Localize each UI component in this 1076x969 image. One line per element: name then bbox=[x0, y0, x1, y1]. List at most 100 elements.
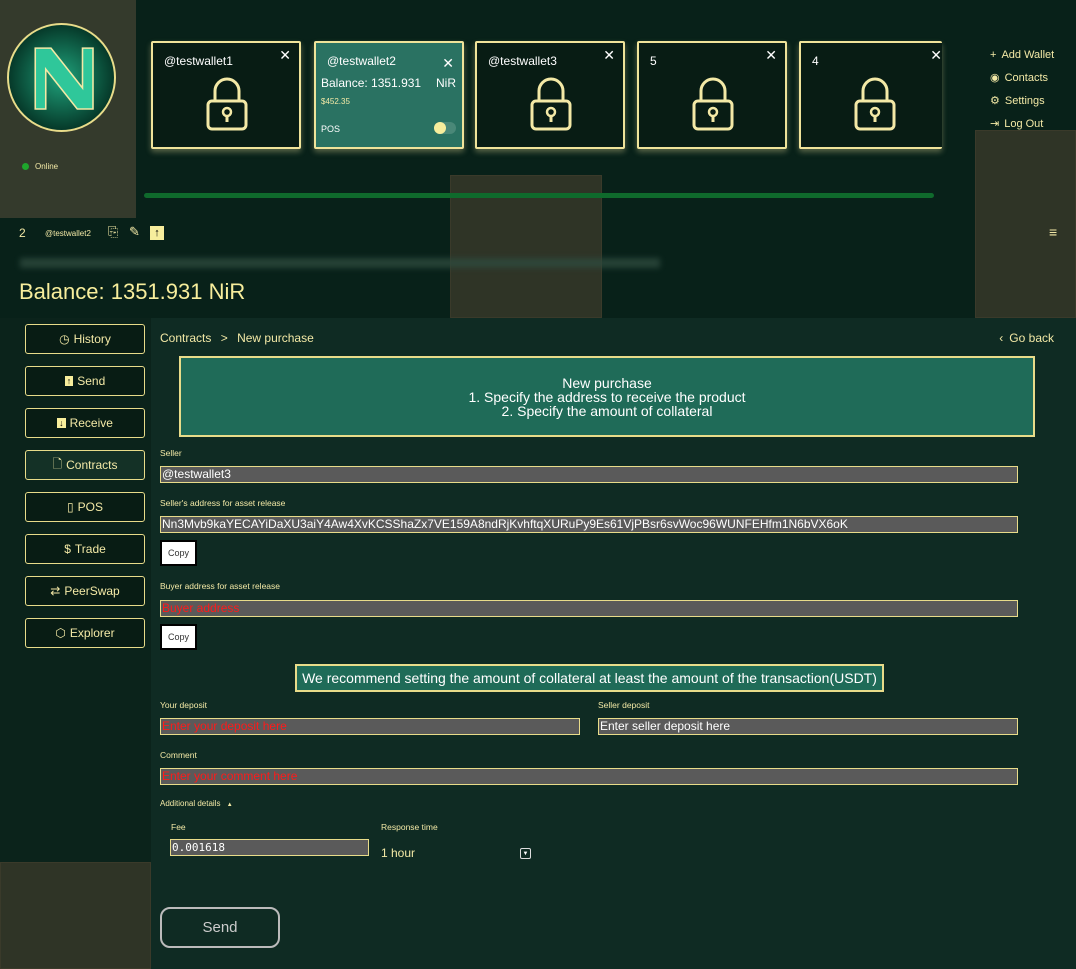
account-index: 2 bbox=[19, 226, 26, 240]
breadcrumb-contracts[interactable]: Contracts bbox=[160, 331, 212, 345]
seller-address-input[interactable]: Nn3Mvb9kaYECAYiDaXU3aiY4Aw4XvKCSShaZx7VE… bbox=[160, 516, 1018, 533]
sidebar-label: Explorer bbox=[69, 626, 115, 640]
seller-label: Seller bbox=[160, 448, 182, 458]
lock-icon bbox=[530, 77, 572, 131]
wallet-card[interactable]: @testwallet3 ✕ bbox=[475, 41, 625, 149]
copy-buyer-address-button[interactable]: Copy bbox=[160, 624, 197, 650]
sidebar-label: Send bbox=[77, 374, 106, 388]
comment-input[interactable]: Enter your comment here bbox=[160, 768, 1018, 785]
settings-label: Settings bbox=[1004, 94, 1045, 107]
dropdown-arrow-icon: ▼ bbox=[520, 848, 531, 859]
banner-line: 2. Specify the amount of collateral bbox=[501, 403, 713, 419]
buyer-address-input[interactable]: Buyer address bbox=[160, 600, 1018, 617]
arrow-down-icon: ↓ bbox=[57, 418, 66, 428]
online-dot-icon bbox=[22, 163, 29, 170]
arrow-up-icon: ↑ bbox=[64, 376, 74, 386]
menu-lines-icon[interactable]: ≡ bbox=[1049, 224, 1058, 240]
response-time-label: Response time bbox=[381, 822, 438, 832]
close-icon[interactable]: ✕ bbox=[765, 47, 777, 63]
go-back-button[interactable]: ‹ Go back bbox=[999, 331, 1054, 345]
fee-label: Fee bbox=[171, 822, 186, 832]
comment-label: Comment bbox=[160, 750, 197, 760]
sidebar-label: POS bbox=[77, 500, 103, 514]
additional-details-label: Additional details bbox=[160, 799, 221, 808]
caret-up-icon: ▲ bbox=[226, 802, 233, 808]
gear-icon: ⚙ bbox=[990, 95, 1000, 107]
background-decoration bbox=[450, 175, 602, 318]
sidebar-label: Receive bbox=[69, 416, 113, 430]
copy-seller-address-button[interactable]: Copy bbox=[160, 540, 197, 566]
contacts-link[interactable]: ◉ Contacts bbox=[990, 66, 1054, 89]
breadcrumb-current: New purchase bbox=[237, 331, 314, 345]
lock-icon bbox=[206, 77, 248, 131]
close-icon[interactable]: ✕ bbox=[603, 47, 615, 63]
fee-input[interactable]: 0.001618 bbox=[170, 839, 369, 856]
sidebar-label: Contracts bbox=[66, 458, 118, 472]
sidebar-label: Trade bbox=[74, 542, 106, 556]
banner-line: 1. Specify the address to receive the pr… bbox=[468, 389, 746, 405]
response-time-select[interactable]: 1 hour ▼ bbox=[381, 846, 531, 862]
sync-progress-bar bbox=[144, 193, 934, 198]
jar-icon: ▯ bbox=[67, 500, 74, 514]
sidebar-trade[interactable]: $ Trade bbox=[25, 534, 145, 564]
sidebar-receive[interactable]: ↓ Receive bbox=[25, 408, 145, 438]
exchange-dollar-icon: $ bbox=[64, 542, 71, 556]
sidebar-explorer[interactable]: ⬡ Explorer bbox=[25, 618, 145, 648]
additional-details-toggle[interactable]: Additional details ▲ bbox=[160, 799, 233, 808]
close-icon[interactable]: ✕ bbox=[279, 47, 291, 63]
sidebar-pos[interactable]: ▯ POS bbox=[25, 492, 145, 522]
send-button[interactable]: Send bbox=[160, 907, 280, 948]
wallet-card-active[interactable]: @testwallet2 ✕ Balance: 1351.931 NiR $452.… bbox=[314, 41, 464, 149]
sidebar-contracts[interactable]: 🗋 Contracts bbox=[25, 450, 145, 480]
sidebar-label: PeerSwap bbox=[64, 584, 120, 598]
add-wallet-label: Add Wallet bbox=[1001, 48, 1055, 61]
go-back-label: Go back bbox=[1009, 331, 1054, 345]
background-decoration bbox=[0, 862, 151, 969]
document-icon: 🗋 bbox=[52, 456, 63, 471]
response-time-value: 1 hour bbox=[381, 846, 416, 860]
upload-icon[interactable]: ↑ bbox=[150, 226, 164, 240]
account-name: @testwallet2 bbox=[45, 229, 91, 238]
close-icon[interactable]: ✕ bbox=[930, 47, 942, 63]
user-circle-icon: ◉ bbox=[990, 72, 1000, 84]
seller-input[interactable]: @testwallet3 bbox=[160, 466, 1018, 483]
wallet-name: @testwallet3 bbox=[488, 54, 557, 68]
buyer-address-label: Buyer address for asset release bbox=[160, 581, 281, 591]
pos-toggle[interactable] bbox=[434, 122, 456, 134]
seller-deposit-label: Seller deposit bbox=[598, 700, 650, 710]
contacts-label: Contacts bbox=[1004, 71, 1049, 84]
settings-link[interactable]: ⚙ Settings bbox=[990, 89, 1054, 112]
banner-title: New purchase bbox=[562, 375, 652, 391]
logout-icon: ⇥ bbox=[990, 118, 1000, 130]
seller-deposit-input[interactable]: Enter seller deposit here bbox=[598, 718, 1018, 735]
close-icon[interactable]: ✕ bbox=[442, 55, 454, 71]
wallet-card[interactable]: 5 ✕ bbox=[637, 41, 787, 149]
copy-icon[interactable]: ⎘ bbox=[108, 224, 119, 239]
info-banner: New purchase 1. Specify the address to r… bbox=[179, 356, 1035, 437]
edit-pencil-icon[interactable]: ✎ bbox=[129, 224, 140, 239]
sidebar-peerswap[interactable]: ⇄ PeerSwap bbox=[25, 576, 145, 606]
breadcrumb-separator: > bbox=[220, 331, 228, 345]
wallet-card[interactable]: 4 ✕ bbox=[799, 41, 942, 149]
wallet-card[interactable]: @testwallet1 ✕ bbox=[151, 41, 301, 149]
sidebar-send[interactable]: ↑ Send bbox=[25, 366, 145, 396]
sidebar-history[interactable]: ◷ History bbox=[25, 324, 145, 354]
blurred-address bbox=[20, 258, 660, 268]
sidebar-label: History bbox=[73, 332, 111, 346]
breadcrumb: Contracts > New purchase bbox=[160, 331, 314, 345]
wallet-name: 5 bbox=[650, 54, 657, 68]
wallet-unit: NiR bbox=[436, 76, 456, 90]
background-decoration bbox=[975, 130, 1076, 318]
seller-address-label: Seller's address for asset release bbox=[160, 498, 286, 508]
pos-label: POS bbox=[321, 124, 341, 134]
clock-icon: ◷ bbox=[59, 332, 70, 346]
add-wallet-link[interactable]: + Add Wallet bbox=[990, 43, 1054, 66]
main-balance: Balance: 1351.931 NiR bbox=[19, 279, 246, 304]
logout-link[interactable]: ⇥ Log Out bbox=[990, 112, 1054, 135]
logout-label: Log Out bbox=[1004, 117, 1044, 130]
wallet-name: @testwallet2 bbox=[327, 54, 396, 68]
your-deposit-input[interactable]: Enter your deposit here bbox=[160, 718, 580, 735]
cube-icon: ⬡ bbox=[55, 626, 66, 640]
wallet-balance: Balance: 1351.931 bbox=[321, 76, 422, 90]
nirmata-logo bbox=[7, 23, 116, 132]
